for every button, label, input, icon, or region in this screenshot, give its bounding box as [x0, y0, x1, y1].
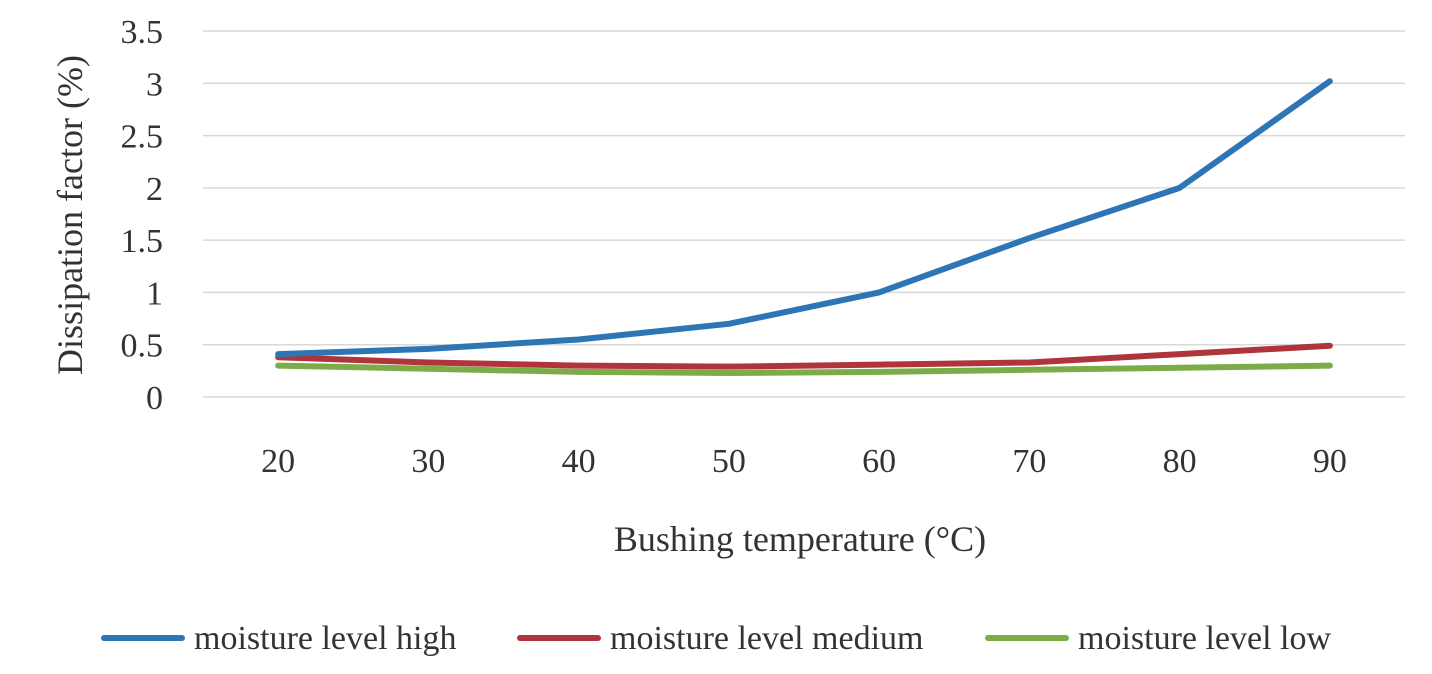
y-tick-label: 0.5	[121, 328, 164, 365]
series-line	[275, 362, 1333, 376]
x-tick-label: 40	[562, 443, 596, 480]
x-axis-ticks: 20 30 40 50 60 70 80 90	[261, 443, 1347, 480]
gridlines	[203, 30, 1405, 398]
legend-label: moisture level low	[1078, 620, 1332, 657]
y-axis-title: Dissipation factor (%)	[50, 55, 90, 375]
y-tick-label: 3.5	[121, 14, 164, 51]
x-axis-title: Bushing temperature (°C)	[614, 519, 986, 559]
x-tick-label: 60	[862, 443, 896, 480]
series-line	[275, 78, 1333, 358]
series-line	[275, 342, 1333, 370]
y-tick-label: 1.5	[121, 223, 164, 260]
y-tick-label: 1	[146, 275, 163, 312]
x-tick-label: 70	[1012, 443, 1046, 480]
y-tick-label: 3	[146, 66, 163, 103]
y-tick-label: 2.5	[121, 119, 164, 156]
x-tick-label: 30	[411, 443, 445, 480]
y-axis-ticks: 0 0.5 1 1.5 2 2.5 3 3.5	[121, 14, 164, 417]
series-lines	[275, 78, 1333, 376]
x-tick-label: 80	[1163, 443, 1197, 480]
legend-label: moisture level medium	[610, 620, 924, 657]
legend: moisture level high moisture level medium…	[101, 620, 1332, 657]
x-tick-label: 20	[261, 443, 295, 480]
x-tick-label: 50	[712, 443, 746, 480]
y-tick-label: 2	[146, 171, 163, 208]
legend-label: moisture level high	[194, 620, 457, 657]
y-tick-label: 0	[146, 380, 163, 417]
x-tick-label: 90	[1313, 443, 1347, 480]
